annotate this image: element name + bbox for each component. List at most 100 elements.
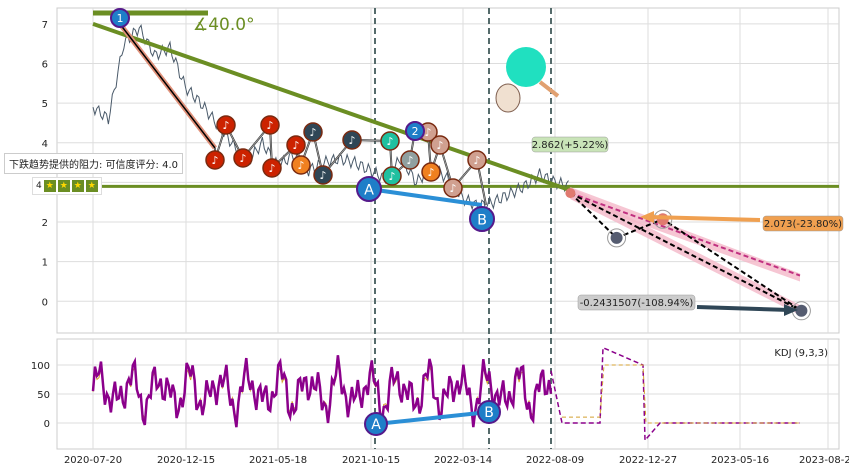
music-note-icon [342, 130, 362, 150]
target-low-label: -0.2431507(-108.94%) [580, 298, 694, 309]
music-note-glyph: ♪ [266, 119, 273, 132]
star-icon: ★ [43, 180, 56, 192]
music-note-glyph: ♪ [292, 139, 299, 152]
music-note-glyph: ♪ [424, 126, 431, 139]
music-note-glyph: ♪ [239, 152, 246, 165]
y-tick-label: 2 [42, 218, 48, 229]
marker-1-label: 1 [117, 12, 124, 25]
arrow-low [696, 305, 791, 312]
music-note-icon [400, 150, 420, 170]
y-tick-label: 0 [42, 297, 48, 308]
forecast-point [610, 231, 623, 244]
music-note-icon [291, 155, 311, 175]
music-note-glyph: ♪ [297, 159, 304, 172]
x-tick-label: 2020-07-20 [64, 455, 122, 466]
marker-1 [110, 8, 130, 28]
x-tick-label: 2022-03-14 [434, 455, 492, 466]
target-mid-label: 2.073(-23.80%) [764, 219, 842, 230]
kdj-ab-segment [375, 410, 490, 426]
music-note-icon [216, 115, 236, 135]
kdj-k-line [91, 355, 553, 428]
target-low-label-box [577, 294, 696, 311]
x-tick-label: 2020-12-15 [157, 455, 215, 466]
star-icon: ★ [57, 180, 70, 192]
kdj-y-ticks: 0 50 100 [31, 361, 50, 430]
target-mid-label-box [762, 215, 844, 232]
music-note-glyph: ♪ [309, 126, 316, 139]
music-note-glyph: ♪ [386, 135, 393, 148]
y-tick-label: 5 [42, 99, 48, 110]
confidence-stars: 4 ★ ★ ★ ★ [32, 177, 102, 195]
arrow-mid-head [640, 211, 654, 223]
y-tick-label: 6 [42, 59, 48, 70]
arrow-mid [649, 215, 761, 222]
kdj-marker-a-label: A [371, 417, 381, 433]
star-icon: ★ [85, 180, 98, 192]
mascot-arm [538, 80, 560, 98]
x-tick-label: 2021-05-18 [249, 455, 307, 466]
music-note-glyph: ♪ [222, 119, 229, 132]
forecast-dashed-upper [570, 192, 801, 277]
music-note-icon [303, 122, 323, 142]
kdj-forecast-d [562, 364, 800, 424]
music-note-glyph: ♪ [436, 139, 443, 152]
marker-2-label: 2 [412, 125, 419, 138]
x-tick-label: 2022-12-27 [619, 455, 677, 466]
forecast-direct [569, 192, 802, 312]
mascot-body-icon [495, 83, 521, 113]
music-note-glyph: ♪ [427, 166, 434, 179]
kdj-marker-b [477, 400, 501, 424]
music-note-icon [233, 148, 253, 168]
music-note-glyph: ♪ [211, 154, 218, 167]
music-note-glyph: ♪ [319, 169, 326, 182]
music-note-glyph: ♪ [268, 162, 275, 175]
price-grid [57, 8, 839, 333]
music-note-glyph: ♪ [348, 134, 355, 147]
current-price-label: 2.862(+5.22%) [532, 140, 609, 151]
price-overlays: ♪♪♪♪♪♪♪♪♪♪♪♪♪♪♪♪♪♪♪2.862(+5.22%)2.073(-2… [57, 8, 844, 321]
kdj-marker-b-label: B [484, 405, 494, 421]
ab-segment [368, 187, 483, 207]
music-note-icon [380, 131, 400, 151]
decline-segment-core [119, 23, 216, 149]
star-icon: ★ [71, 180, 84, 192]
music-note-icon [467, 150, 487, 170]
x-tick-label: 2023-05-16 [711, 455, 769, 466]
resistance-label: 下跌趋势提供的阻力: 可信度评分: 4.0 [4, 153, 183, 174]
stars-prefix: 4 [36, 181, 42, 191]
downtrend-line [92, 21, 572, 193]
music-note-glyph: ♪ [449, 182, 456, 195]
music-note-glyph: ♪ [473, 154, 480, 167]
x-tick-label: 2023-08-29 [799, 455, 849, 466]
music-note-icon [382, 166, 402, 186]
music-note-icon [313, 165, 333, 185]
marker-b [469, 206, 495, 232]
trend-angle-label: ∡40.0° [193, 15, 255, 35]
music-note-icon [430, 135, 450, 155]
forecast-start [565, 188, 576, 199]
y-tick-label: 100 [31, 361, 50, 372]
forecast-ring [607, 228, 627, 248]
marker-b-label: B [477, 212, 487, 228]
music-note-glyph: ♪ [406, 154, 413, 167]
x-tick-label: 2022-08-09 [526, 455, 584, 466]
kdj-lines: AB [91, 346, 800, 443]
marker-2 [405, 121, 425, 141]
x-axis-ticks: 2020-07-20 2020-12-15 2021-05-18 2021-10-15… [64, 455, 849, 466]
kdj-forecast [550, 346, 800, 443]
music-note-icon [260, 115, 280, 135]
y-tick-label: 4 [42, 139, 48, 150]
kdj-marker-a [364, 412, 388, 436]
marker-a [356, 176, 382, 202]
kdj-legend: KDJ (9,3,3) [774, 348, 828, 359]
music-note-icon [421, 162, 441, 182]
music-note-icon [286, 135, 306, 155]
x-tick-label: 2021-10-15 [342, 455, 400, 466]
mascot-head-icon [506, 47, 546, 87]
y-tick-label: 0 [44, 419, 50, 430]
music-note-icon [443, 178, 463, 198]
current-price-label-box [531, 136, 609, 153]
forecast-point [795, 304, 808, 317]
price-line [92, 24, 569, 212]
